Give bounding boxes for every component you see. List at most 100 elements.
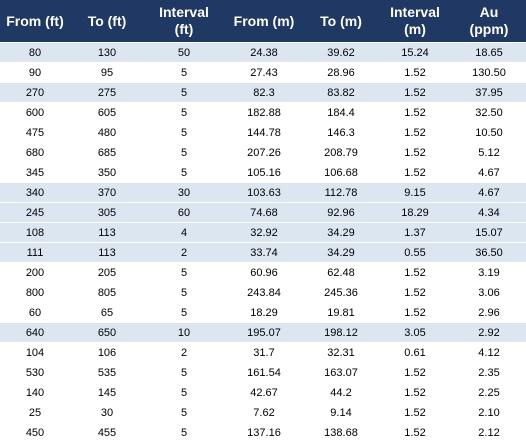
table-body: 80 130 50 24.38 39.62 15.24 18.65 90 95 5 27.43 28.… — [0, 42, 526, 443]
cell-interval-m: 1.52 — [378, 102, 452, 123]
header-row: From (ft) To (ft) Interval (ft) From (m) … — [0, 0, 526, 43]
table-row: 25 30 5 7.62 9.14 1.52 2.10 — [0, 402, 526, 423]
cell-au-ppm: 4.34 — [452, 202, 526, 223]
table-row: 90 95 5 27.43 28.96 1.52 130.50 — [0, 62, 526, 83]
cell-from-ft: 108 — [0, 222, 70, 243]
cell-to-m: 34.29 — [304, 222, 378, 243]
table-row: 104 106 2 31.7 32.31 0.61 4.12 — [0, 342, 526, 363]
table-row: 600 605 5 182.88 184.4 1.52 32.50 — [0, 102, 526, 123]
cell-from-m: 18.29 — [224, 302, 304, 323]
cell-to-m: 28.96 — [304, 62, 378, 83]
cell-to-ft: 805 — [70, 282, 144, 303]
cell-to-m: 39.62 — [304, 42, 378, 63]
cell-to-ft: 605 — [70, 102, 144, 123]
cell-interval-ft: 5 — [144, 62, 224, 83]
cell-interval-m: 3.05 — [378, 322, 452, 343]
cell-interval-m: 0.55 — [378, 242, 452, 263]
cell-au-ppm: 4.67 — [452, 162, 526, 183]
header-to-m: To (m) — [304, 0, 378, 43]
cell-to-m: 138.68 — [304, 422, 378, 443]
cell-to-m: 146.3 — [304, 122, 378, 143]
cell-interval-ft: 60 — [144, 202, 224, 223]
table-row: 270 275 5 82.3 83.82 1.52 37.95 — [0, 82, 526, 103]
cell-from-ft: 245 — [0, 202, 70, 223]
cell-to-ft: 205 — [70, 262, 144, 283]
cell-from-ft: 200 — [0, 262, 70, 283]
cell-from-m: 31.7 — [224, 342, 304, 363]
header-au-ppm: Au (ppm) — [452, 0, 526, 43]
cell-to-ft: 275 — [70, 82, 144, 103]
cell-from-m: 7.62 — [224, 402, 304, 423]
cell-to-ft: 130 — [70, 42, 144, 63]
cell-interval-ft: 5 — [144, 302, 224, 323]
cell-to-m: 44.2 — [304, 382, 378, 403]
cell-from-ft: 600 — [0, 102, 70, 123]
cell-from-ft: 340 — [0, 182, 70, 203]
cell-au-ppm: 18.65 — [452, 42, 526, 63]
cell-to-ft: 480 — [70, 122, 144, 143]
cell-interval-m: 1.52 — [378, 262, 452, 283]
cell-au-ppm: 2.25 — [452, 382, 526, 403]
cell-interval-ft: 5 — [144, 102, 224, 123]
cell-from-m: 27.43 — [224, 62, 304, 83]
cell-from-m: 182.88 — [224, 102, 304, 123]
cell-au-ppm: 130.50 — [452, 62, 526, 83]
cell-to-m: 19.81 — [304, 302, 378, 323]
cell-interval-m: 1.52 — [378, 382, 452, 403]
cell-to-ft: 685 — [70, 142, 144, 163]
cell-to-m: 83.82 — [304, 82, 378, 103]
cell-interval-ft: 5 — [144, 262, 224, 283]
cell-from-ft: 800 — [0, 282, 70, 303]
cell-interval-ft: 5 — [144, 142, 224, 163]
cell-from-m: 161.54 — [224, 362, 304, 383]
cell-from-m: 74.68 — [224, 202, 304, 223]
cell-to-m: 34.29 — [304, 242, 378, 263]
table-row: 640 650 10 195.07 198.12 3.05 2.92 — [0, 322, 526, 343]
header-interval-m: Interval (m) — [378, 0, 452, 43]
cell-to-m: 62.48 — [304, 262, 378, 283]
cell-interval-m: 15.24 — [378, 42, 452, 63]
cell-to-ft: 113 — [70, 222, 144, 243]
cell-au-ppm: 32.50 — [452, 102, 526, 123]
cell-from-ft: 475 — [0, 122, 70, 143]
cell-interval-ft: 5 — [144, 362, 224, 383]
cell-interval-ft: 5 — [144, 82, 224, 103]
cell-interval-ft: 2 — [144, 242, 224, 263]
table-row: 111 113 2 33.74 34.29 0.55 36.50 — [0, 242, 526, 263]
cell-au-ppm: 3.19 — [452, 262, 526, 283]
cell-from-m: 243.84 — [224, 282, 304, 303]
cell-from-m: 195.07 — [224, 322, 304, 343]
cell-to-m: 198.12 — [304, 322, 378, 343]
cell-to-m: 184.4 — [304, 102, 378, 123]
table-row: 800 805 5 243.84 245.36 1.52 3.06 — [0, 282, 526, 303]
cell-au-ppm: 4.12 — [452, 342, 526, 363]
cell-au-ppm: 3.06 — [452, 282, 526, 303]
cell-from-ft: 140 — [0, 382, 70, 403]
header-to-ft-label: To (ft) — [87, 12, 127, 29]
cell-to-ft: 370 — [70, 182, 144, 203]
cell-from-m: 105.16 — [224, 162, 304, 183]
cell-au-ppm: 37.95 — [452, 82, 526, 103]
cell-from-m: 103.63 — [224, 182, 304, 203]
cell-to-ft: 30 — [70, 402, 144, 423]
cell-interval-m: 18.29 — [378, 202, 452, 223]
table-row: 60 65 5 18.29 19.81 1.52 2.96 — [0, 302, 526, 323]
cell-interval-m: 0.61 — [378, 342, 452, 363]
header-interval-ft-unit: (ft) — [174, 21, 194, 37]
cell-from-ft: 104 — [0, 342, 70, 363]
cell-from-ft: 270 — [0, 82, 70, 103]
cell-interval-ft: 5 — [144, 402, 224, 423]
cell-au-ppm: 2.10 — [452, 402, 526, 423]
header-to-ft: To (ft) — [70, 0, 144, 43]
cell-interval-m: 1.52 — [378, 362, 452, 383]
cell-au-ppm: 2.92 — [452, 322, 526, 343]
cell-au-ppm: 15.07 — [452, 222, 526, 243]
header-to-m-label: To (m) — [320, 12, 362, 29]
cell-to-m: 112.78 — [304, 182, 378, 203]
cell-to-m: 208.79 — [304, 142, 378, 163]
cell-from-ft: 80 — [0, 42, 70, 63]
cell-interval-m: 1.52 — [378, 302, 452, 323]
header-au-unit: (ppm) — [469, 21, 509, 37]
table-row: 530 535 5 161.54 163.07 1.52 2.35 — [0, 362, 526, 383]
